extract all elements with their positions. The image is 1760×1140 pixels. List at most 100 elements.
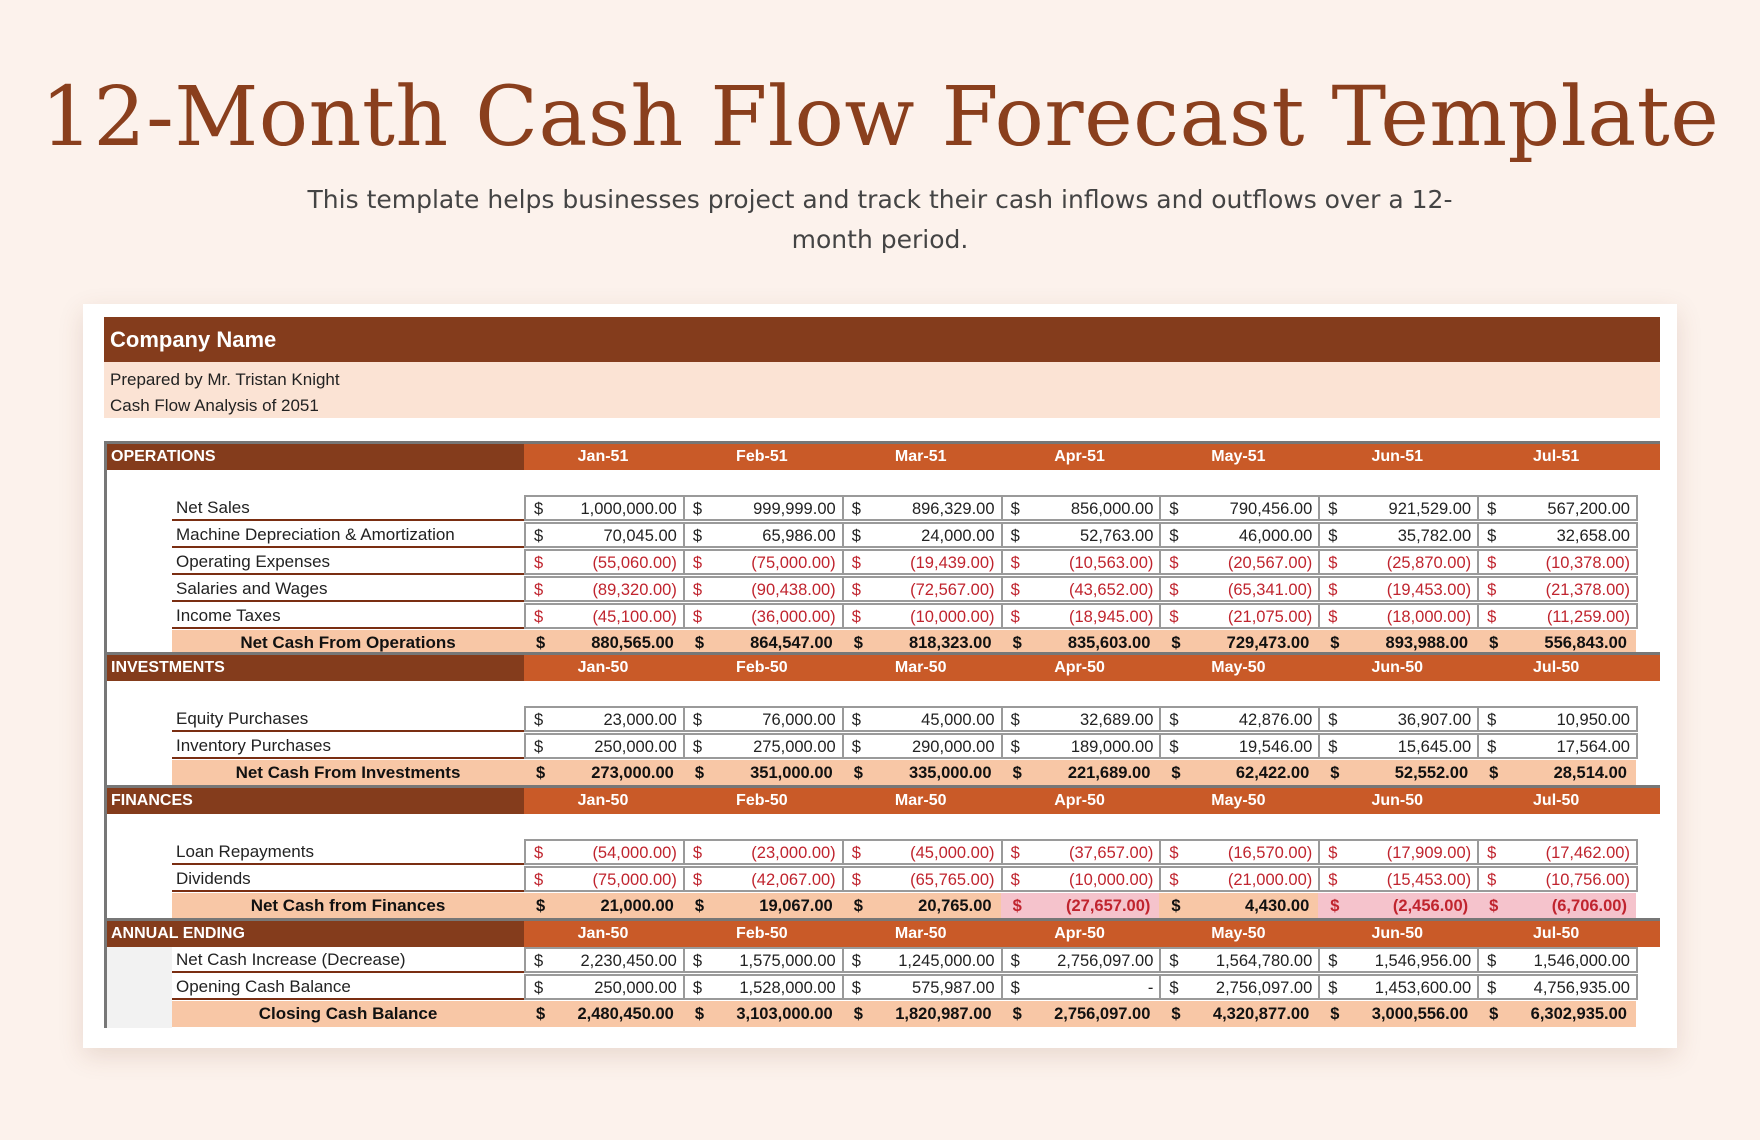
- value-cell[interactable]: $ (54,000.00): [524, 839, 685, 865]
- value-cell[interactable]: $ (21,378.00): [1477, 576, 1638, 602]
- month-header[interactable]: Mar-50: [894, 792, 947, 809]
- value-cell[interactable]: $ (17,462.00): [1477, 839, 1638, 865]
- value-cell[interactable]: $70,045.00: [524, 522, 685, 548]
- value-cell[interactable]: $ (72,567.00): [841, 576, 1003, 602]
- month-header[interactable]: Jan-50: [577, 792, 629, 809]
- value-cell[interactable]: $1,546,956.00: [1318, 947, 1480, 973]
- value-cell[interactable]: $ (90,438.00): [682, 576, 844, 602]
- total-cell[interactable]: $52,552.00: [1318, 760, 1478, 786]
- value-cell[interactable]: $ (10,378.00): [1477, 549, 1638, 575]
- value-cell[interactable]: $2,230,450.00: [524, 947, 685, 973]
- value-cell[interactable]: $ (75,000.00): [524, 866, 685, 892]
- total-cell[interactable]: $864,547.00: [682, 630, 842, 656]
- value-cell[interactable]: $275,000.00: [682, 733, 844, 759]
- total-cell[interactable]: $ (2,456.00): [1318, 893, 1478, 919]
- value-cell[interactable]: $ (45,100.00): [524, 603, 685, 629]
- month-header[interactable]: Feb-51: [736, 448, 788, 465]
- total-cell[interactable]: $351,000.00: [682, 760, 842, 786]
- month-header[interactable]: Mar-50: [894, 659, 947, 676]
- value-cell[interactable]: $19,546.00: [1159, 733, 1321, 759]
- month-header[interactable]: Apr-50: [1054, 659, 1105, 676]
- value-cell[interactable]: $ (15,453.00): [1318, 866, 1480, 892]
- month-header[interactable]: Feb-50: [736, 792, 788, 809]
- company-name-header[interactable]: Company Name: [104, 317, 1660, 362]
- value-cell[interactable]: $23,000.00: [524, 706, 685, 732]
- value-cell[interactable]: $575,987.00: [841, 974, 1003, 1000]
- total-cell[interactable]: $221,689.00: [1000, 760, 1160, 786]
- month-header[interactable]: Apr-50: [1054, 792, 1105, 809]
- month-header[interactable]: Jul-51: [1533, 448, 1580, 465]
- value-cell[interactable]: $17,564.00: [1477, 733, 1638, 759]
- value-cell[interactable]: $ (21,000.00): [1159, 866, 1321, 892]
- month-header[interactable]: Jul-50: [1533, 925, 1580, 942]
- value-cell[interactable]: $65,986.00: [682, 522, 844, 548]
- value-cell[interactable]: $ (25,870.00): [1318, 549, 1480, 575]
- total-cell[interactable]: $ (27,657.00): [1000, 893, 1160, 919]
- total-cell[interactable]: $2,756,097.00: [1000, 1001, 1160, 1027]
- value-cell[interactable]: $567,200.00: [1477, 495, 1638, 521]
- value-cell[interactable]: $ (11,259.00): [1477, 603, 1638, 629]
- value-cell[interactable]: $921,529.00: [1318, 495, 1480, 521]
- month-header[interactable]: May-50: [1211, 659, 1266, 676]
- month-header[interactable]: Jun-50: [1371, 659, 1424, 676]
- total-cell[interactable]: $818,323.00: [841, 630, 1001, 656]
- value-cell[interactable]: $1,564,780.00: [1159, 947, 1321, 973]
- total-cell[interactable]: $21,000.00: [524, 893, 683, 919]
- value-cell[interactable]: $ (21,075.00): [1159, 603, 1321, 629]
- value-cell[interactable]: $46,000.00: [1159, 522, 1321, 548]
- value-cell[interactable]: $4,756,935.00: [1477, 974, 1638, 1000]
- analysis-title[interactable]: Cash Flow Analysis of 2051: [110, 396, 319, 415]
- total-cell[interactable]: $20,765.00: [841, 893, 1001, 919]
- value-cell[interactable]: $896,329.00: [841, 495, 1003, 521]
- value-cell[interactable]: $ (43,652.00): [1000, 576, 1162, 602]
- total-cell[interactable]: $335,000.00: [841, 760, 1001, 786]
- total-cell[interactable]: $729,473.00: [1159, 630, 1319, 656]
- month-header[interactable]: Feb-50: [736, 659, 788, 676]
- total-cell[interactable]: $28,514.00: [1477, 760, 1636, 786]
- value-cell[interactable]: $ (42,067.00): [682, 866, 844, 892]
- value-cell[interactable]: $790,456.00: [1159, 495, 1321, 521]
- value-cell[interactable]: $ (65,341.00): [1159, 576, 1321, 602]
- total-cell[interactable]: $3,000,556.00: [1318, 1001, 1478, 1027]
- month-header[interactable]: Jan-50: [577, 659, 629, 676]
- month-header[interactable]: Apr-51: [1054, 448, 1105, 465]
- value-cell[interactable]: $32,658.00: [1477, 522, 1638, 548]
- month-header[interactable]: May-50: [1211, 792, 1266, 809]
- month-header[interactable]: Mar-51: [894, 448, 947, 465]
- month-header[interactable]: Apr-50: [1054, 925, 1105, 942]
- value-cell[interactable]: $36,907.00: [1318, 706, 1480, 732]
- value-cell[interactable]: $24,000.00: [841, 522, 1003, 548]
- total-cell[interactable]: $ (6,706.00): [1477, 893, 1636, 919]
- month-header[interactable]: May-50: [1211, 925, 1266, 942]
- value-cell[interactable]: $ (18,945.00): [1000, 603, 1162, 629]
- total-cell[interactable]: $880,565.00: [524, 630, 683, 656]
- value-cell[interactable]: $45,000.00: [841, 706, 1003, 732]
- value-cell[interactable]: $76,000.00: [682, 706, 844, 732]
- value-cell[interactable]: $1,245,000.00: [841, 947, 1003, 973]
- value-cell[interactable]: $ (10,756.00): [1477, 866, 1638, 892]
- value-cell[interactable]: $250,000.00: [524, 974, 685, 1000]
- total-cell[interactable]: $4,320,877.00: [1159, 1001, 1319, 1027]
- month-header[interactable]: Feb-50: [736, 925, 788, 942]
- total-cell[interactable]: $835,603.00: [1000, 630, 1160, 656]
- value-cell[interactable]: $ (10,000.00): [1000, 866, 1162, 892]
- value-cell[interactable]: $ (20,567.00): [1159, 549, 1321, 575]
- total-cell[interactable]: $893,988.00: [1318, 630, 1478, 656]
- value-cell[interactable]: $999,999.00: [682, 495, 844, 521]
- month-header[interactable]: Jun-50: [1371, 925, 1424, 942]
- value-cell[interactable]: $290,000.00: [841, 733, 1003, 759]
- month-header[interactable]: Jun-50: [1371, 792, 1424, 809]
- total-cell[interactable]: $6,302,935.00: [1477, 1001, 1636, 1027]
- value-cell[interactable]: $32,689.00: [1000, 706, 1162, 732]
- value-cell[interactable]: $10,950.00: [1477, 706, 1638, 732]
- value-cell[interactable]: $ (19,453.00): [1318, 576, 1480, 602]
- value-cell[interactable]: $ (19,439.00): [841, 549, 1003, 575]
- month-header[interactable]: Jan-50: [577, 925, 629, 942]
- value-cell[interactable]: $2,756,097.00: [1159, 974, 1321, 1000]
- total-cell[interactable]: $273,000.00: [524, 760, 683, 786]
- value-cell[interactable]: $2,756,097.00: [1000, 947, 1162, 973]
- total-cell[interactable]: $62,422.00: [1159, 760, 1319, 786]
- value-cell[interactable]: $52,763.00: [1000, 522, 1162, 548]
- month-header[interactable]: Mar-50: [894, 925, 947, 942]
- value-cell[interactable]: $42,876.00: [1159, 706, 1321, 732]
